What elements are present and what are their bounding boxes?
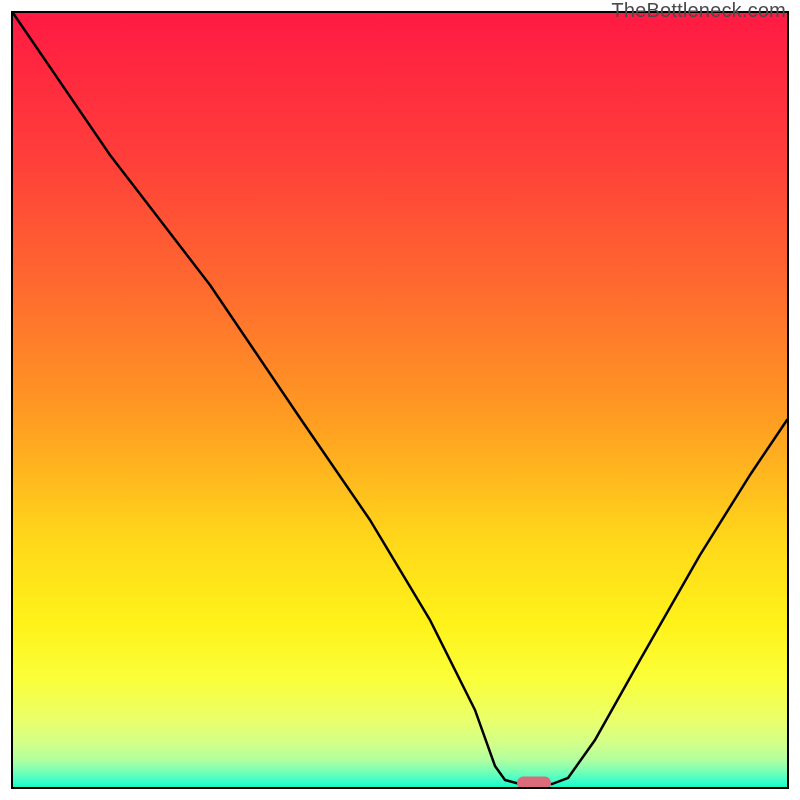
bottleneck-gradient-background — [0, 0, 800, 800]
watermark-text: TheBottleneck.com — [611, 0, 786, 23]
optimal-point-marker — [517, 777, 551, 790]
